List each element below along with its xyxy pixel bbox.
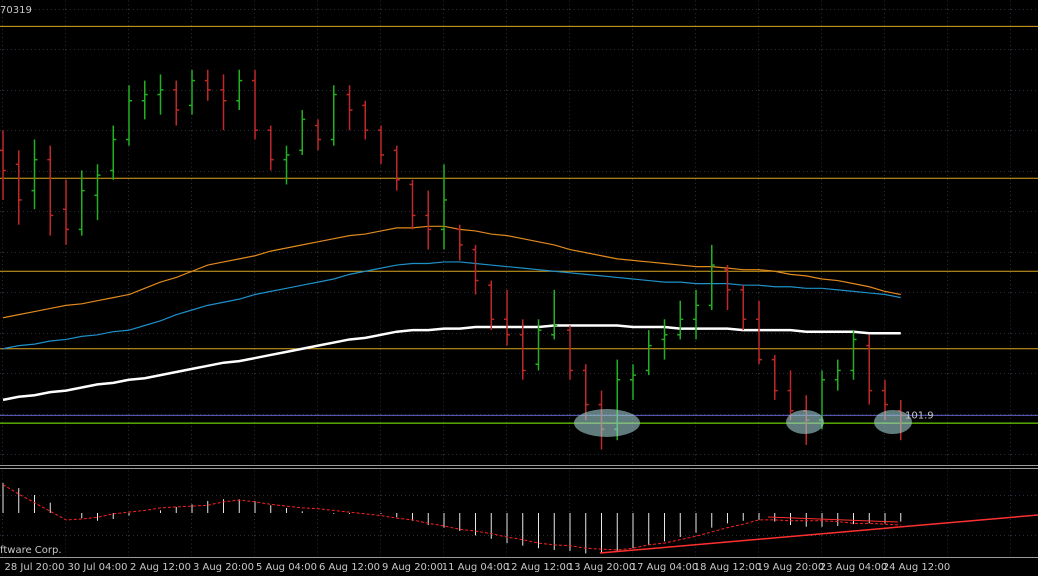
x-tick-label: 9 Aug 20:00 <box>382 562 443 573</box>
footer-text: ftware Corp. <box>0 545 62 556</box>
header-text: 70319 <box>0 5 32 16</box>
highlight <box>874 410 912 434</box>
trend-line <box>599 514 1038 554</box>
moving-average <box>2 261 901 350</box>
x-tick-label: 3 Aug 20:00 <box>193 562 254 573</box>
x-tick-label: 28 Jul 20:00 <box>5 562 65 573</box>
x-tick-label: 12 Aug 12:00 <box>505 562 572 573</box>
highlights <box>574 409 1038 554</box>
grid <box>0 470 1038 556</box>
signal-line <box>2 484 901 551</box>
x-tick-label: 11 Aug 04:00 <box>442 562 509 573</box>
plot <box>0 25 1038 554</box>
level-label: 101.9 <box>905 410 934 421</box>
x-tick-label: 6 Aug 12:00 <box>319 562 380 573</box>
x-tick-label: 24 Aug 12:00 <box>883 562 950 573</box>
highlight <box>574 409 640 437</box>
x-tick-label: 5 Aug 04:00 <box>256 562 317 573</box>
moving-average <box>2 324 901 402</box>
x-tick-label: 2 Aug 12:00 <box>130 562 191 573</box>
highlight <box>786 410 824 434</box>
trend-line <box>767 516 899 523</box>
x-tick-label: 30 Jul 04:00 <box>68 562 128 573</box>
grid <box>0 0 1038 465</box>
x-tick-label: 23 Aug 04:00 <box>820 562 887 573</box>
x-tick-label: 18 Aug 12:00 <box>694 562 761 573</box>
moving-average <box>2 225 901 319</box>
x-tick-label: 13 Aug 20:00 <box>568 562 635 573</box>
x-tick-label: 19 Aug 20:00 <box>757 562 824 573</box>
x-tick-label: 17 Aug 04:00 <box>631 562 698 573</box>
